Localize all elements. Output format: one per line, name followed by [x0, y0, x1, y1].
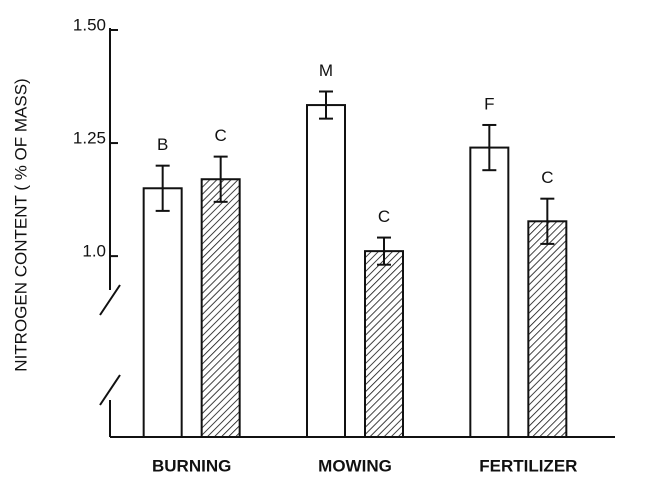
y-axis-label: NITROGEN CONTENT ( % OF MASS) [11, 78, 30, 371]
bar-letter: F [484, 94, 494, 113]
bar-letter: M [319, 61, 333, 80]
bar [364, 250, 404, 438]
x-tick-label: MOWING [318, 456, 392, 475]
bar-letter: C [378, 207, 390, 226]
y-tick-label: 1.50 [73, 15, 106, 34]
x-tick-label: FERTILIZER [479, 456, 577, 475]
bar [306, 104, 346, 439]
bar-letter: C [215, 126, 227, 145]
bar [200, 178, 241, 438]
bar [527, 220, 568, 438]
bar-letter: C [541, 168, 553, 187]
y-tick-label: 1.25 [73, 129, 106, 148]
y-tick-label: 1.0 [82, 242, 106, 261]
bar [469, 146, 510, 438]
bar-letter: B [157, 135, 168, 154]
bar [142, 187, 183, 438]
x-tick-label: BURNING [152, 456, 231, 475]
